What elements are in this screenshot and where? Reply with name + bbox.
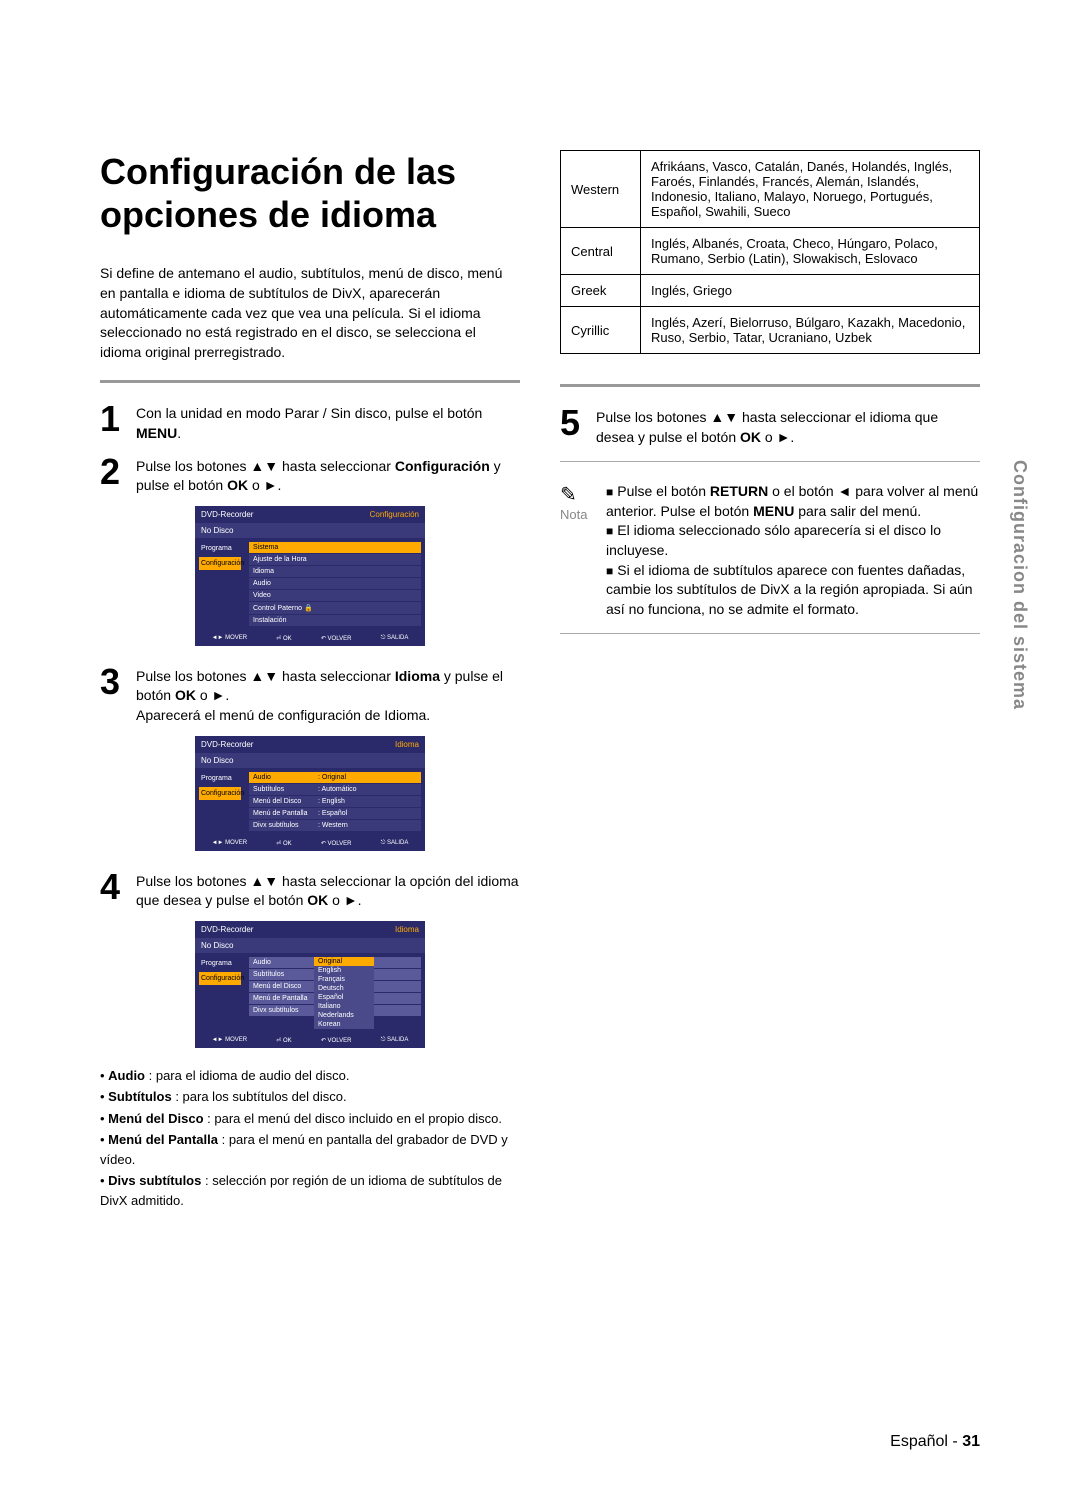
step-text: Pulse los botones ▲▼ hasta seleccionar C… — [136, 454, 520, 496]
note-block: ✎ Nota ■Pulse el botón RETURN o el botón… — [560, 482, 980, 619]
step-number: 1 — [100, 401, 128, 437]
note-body: ■Pulse el botón RETURN o el botón ◄ para… — [606, 482, 980, 619]
divider — [560, 384, 980, 387]
step-4: 4 Pulse los botones ▲▼ hasta seleccionar… — [100, 869, 520, 911]
step-text: Con la unidad en modo Parar / Sin disco,… — [136, 401, 520, 443]
ui-screenshot-config: DVD-RecorderConfiguración No Disco Progr… — [195, 506, 425, 646]
note-icon: ✎ — [560, 482, 596, 507]
ui-screenshot-idioma-dropdown: DVD-RecorderIdioma No Disco Programa Con… — [195, 921, 425, 1048]
note-label: Nota — [560, 507, 596, 522]
step-number: 2 — [100, 454, 128, 490]
step-1: 1 Con la unidad en modo Parar / Sin disc… — [100, 401, 520, 443]
step-2: 2 Pulse los botones ▲▼ hasta seleccionar… — [100, 454, 520, 496]
bullet-list: • Audio : para el idioma de audio del di… — [100, 1066, 520, 1211]
step-3: 3 Pulse los botones ▲▼ hasta seleccionar… — [100, 664, 520, 726]
step-number: 5 — [560, 405, 588, 441]
divider — [100, 380, 520, 383]
step-text: Pulse los botones ▲▼ hasta seleccionar l… — [136, 869, 520, 911]
step-number: 4 — [100, 869, 128, 905]
step-5: 5 Pulse los botones ▲▼ hasta seleccionar… — [560, 405, 980, 447]
side-tab-label: Configuracion del sistema — [1009, 460, 1030, 710]
step-number: 3 — [100, 664, 128, 700]
page-footer: Español - 31 — [890, 1433, 980, 1451]
divider — [560, 633, 980, 634]
divider — [560, 461, 980, 462]
ui-screenshot-idioma: DVD-RecorderIdioma No Disco Programa Con… — [195, 736, 425, 851]
intro-text: Si define de antemano el audio, subtítul… — [100, 264, 520, 362]
step-text: Pulse los botones ▲▼ hasta seleccionar e… — [596, 405, 980, 447]
step-text: Pulse los botones ▲▼ hasta seleccionar I… — [136, 664, 520, 726]
page-title: Configuración de las opciones de idioma — [100, 150, 520, 236]
language-region-table: WesternAfrikáans, Vasco, Catalán, Danés,… — [560, 150, 980, 354]
